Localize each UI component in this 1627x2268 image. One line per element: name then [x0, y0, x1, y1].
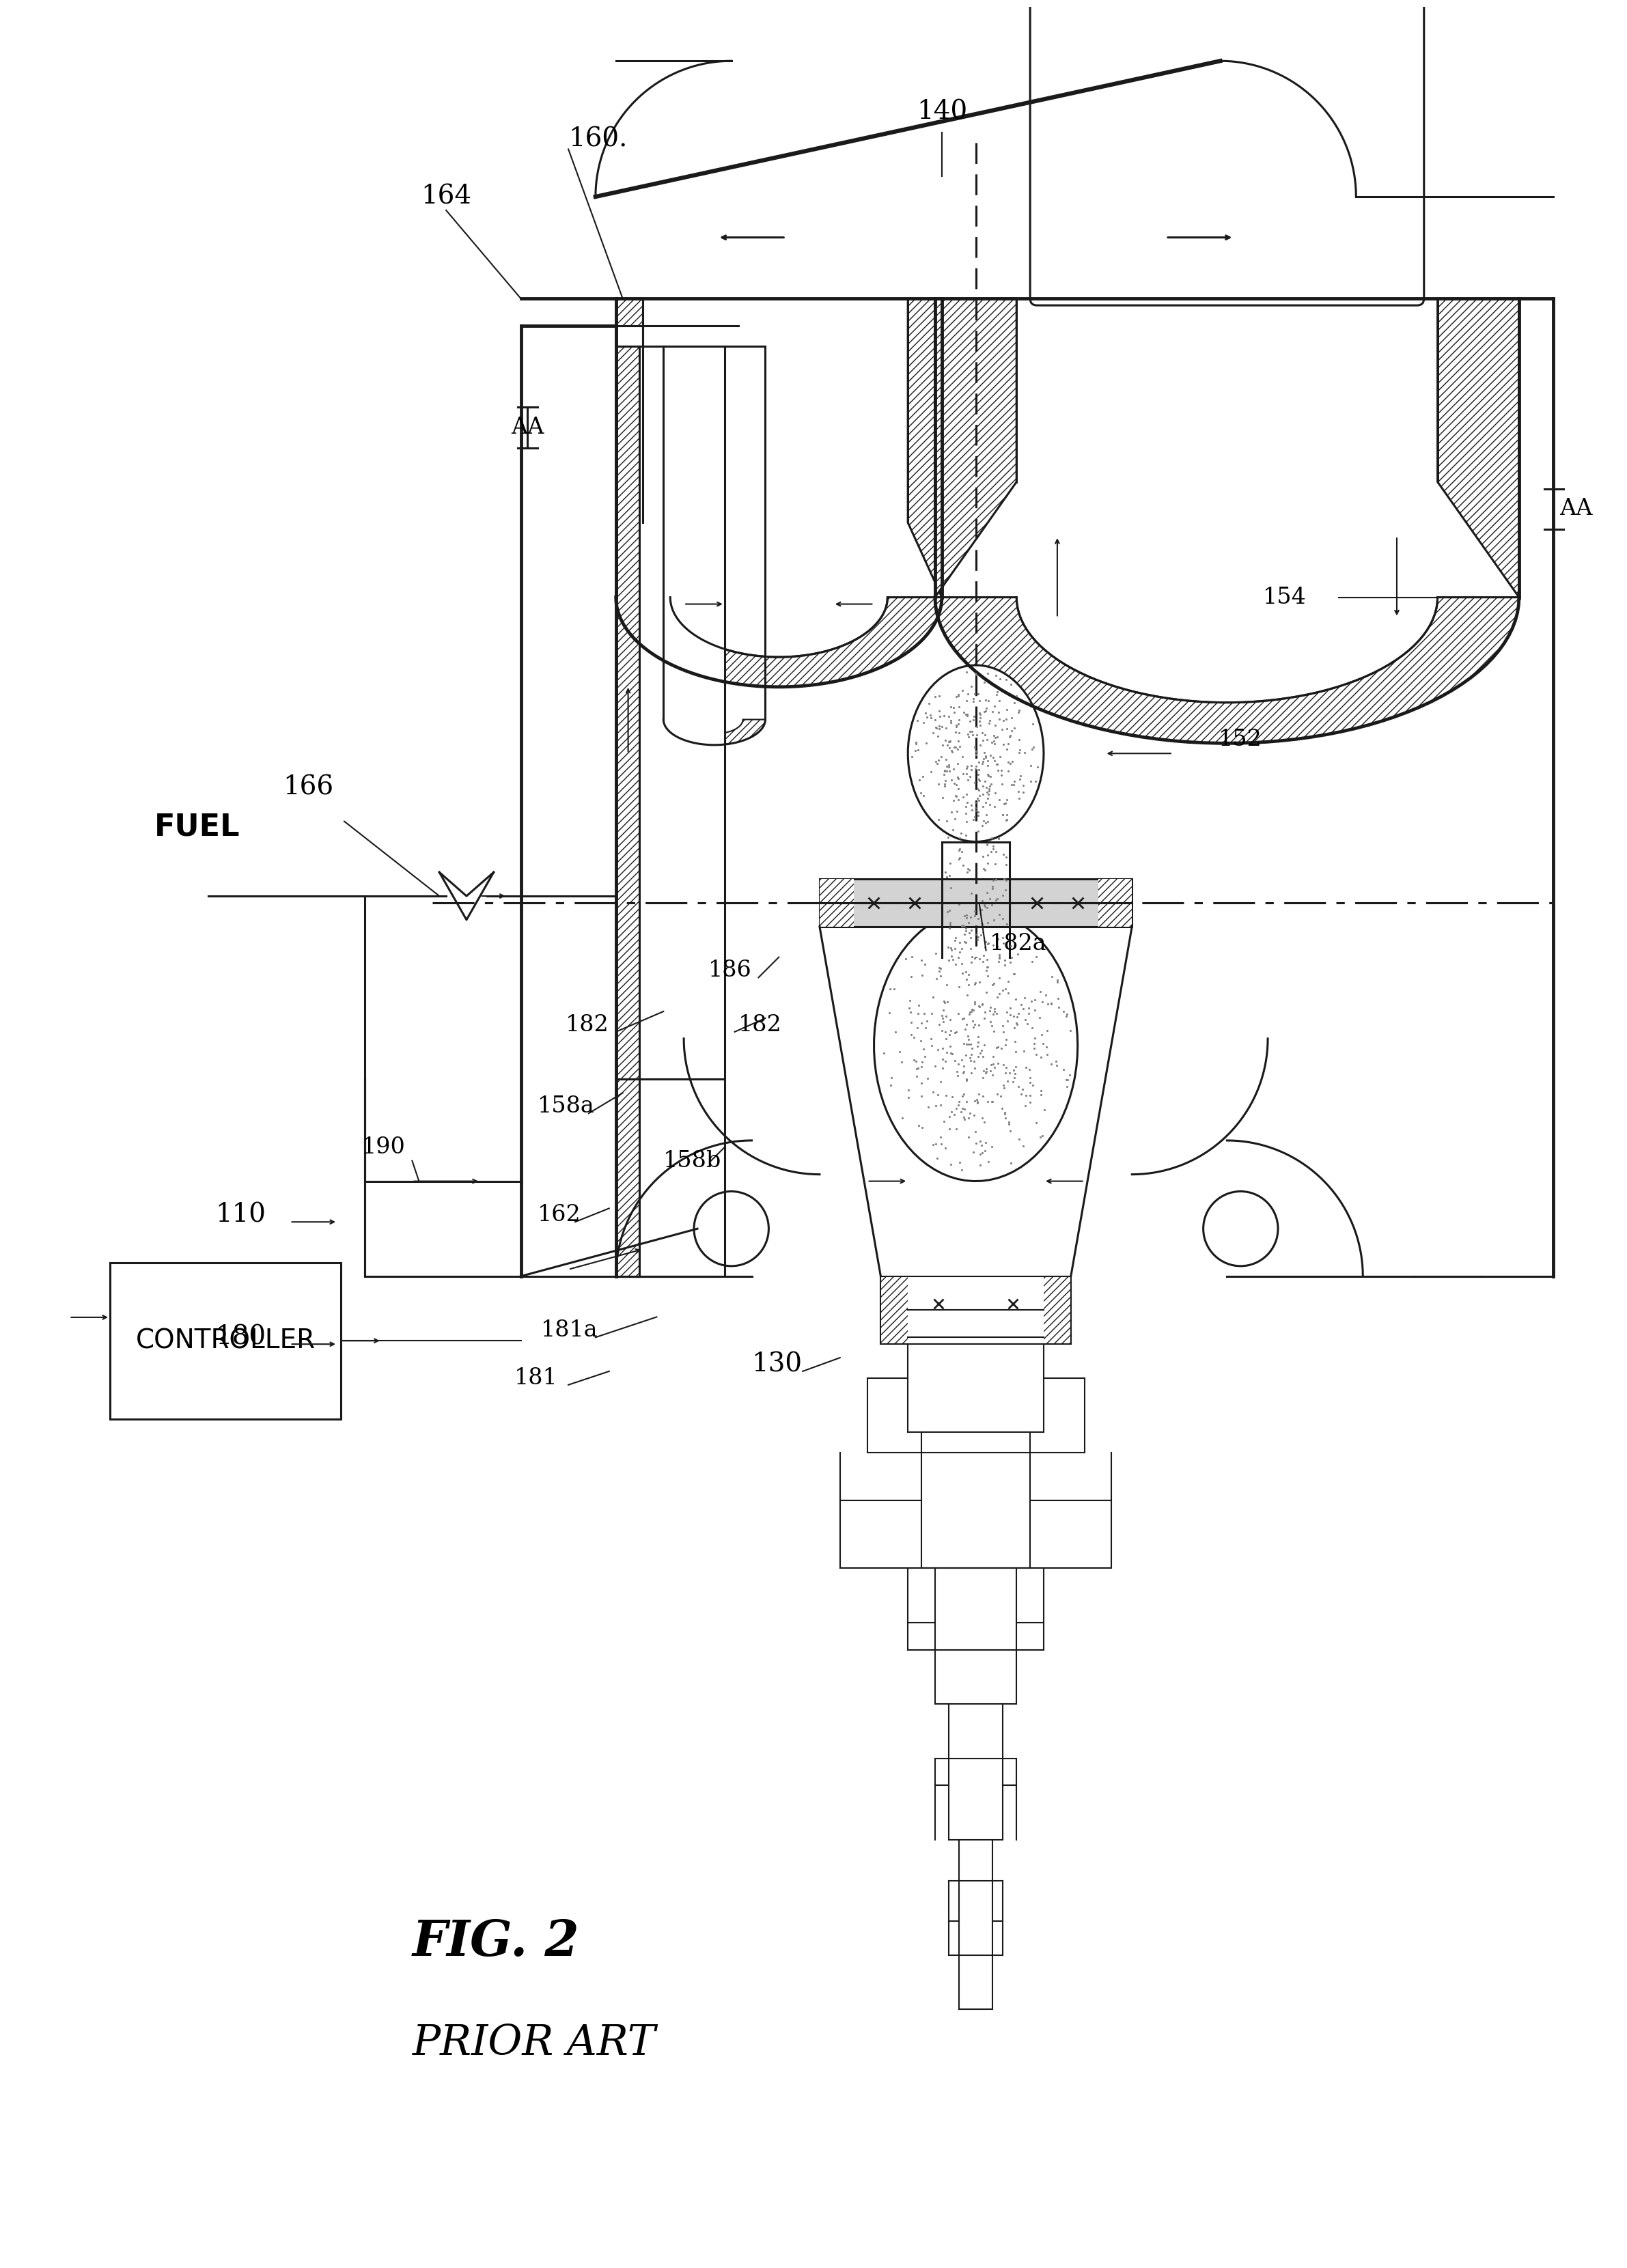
Polygon shape — [617, 596, 942, 687]
Text: 154: 154 — [1263, 587, 1306, 608]
Polygon shape — [908, 665, 1043, 841]
FancyBboxPatch shape — [1030, 0, 1424, 306]
Bar — [617, 327, 643, 1277]
Polygon shape — [908, 299, 942, 596]
Polygon shape — [874, 909, 1077, 1182]
Text: 166: 166 — [283, 776, 334, 801]
Text: 186: 186 — [708, 959, 752, 982]
Text: AA: AA — [511, 417, 543, 438]
Text: 152: 152 — [1219, 728, 1263, 751]
Text: 164: 164 — [421, 184, 472, 209]
Text: 182a: 182a — [989, 932, 1046, 955]
Bar — [111, 1263, 342, 1420]
Text: CONTROLLER: CONTROLLER — [135, 1327, 316, 1354]
Text: 181: 181 — [514, 1368, 558, 1388]
Text: 110: 110 — [215, 1202, 265, 1227]
Bar — [820, 880, 854, 928]
Text: 160.: 160. — [568, 127, 628, 152]
Text: FIG. 2: FIG. 2 — [412, 1916, 579, 1966]
Bar — [880, 1277, 908, 1345]
Text: FUEL: FUEL — [155, 812, 239, 841]
Text: 180: 180 — [215, 1325, 265, 1349]
Text: 140: 140 — [916, 100, 966, 125]
Polygon shape — [1438, 299, 1520, 596]
Polygon shape — [617, 299, 643, 596]
Text: 158a: 158a — [539, 1095, 595, 1118]
Polygon shape — [936, 596, 1520, 744]
Text: 162: 162 — [539, 1204, 581, 1227]
Polygon shape — [664, 719, 765, 744]
Text: 190: 190 — [361, 1136, 405, 1159]
Bar — [820, 880, 1132, 928]
Bar — [1098, 880, 1132, 928]
Text: 182: 182 — [566, 1014, 608, 1036]
Bar — [617, 347, 639, 1277]
Text: 181a: 181a — [542, 1320, 599, 1340]
Polygon shape — [936, 299, 1017, 596]
Text: 182: 182 — [739, 1014, 781, 1036]
Bar — [617, 347, 724, 1277]
Text: PRIOR ART: PRIOR ART — [412, 2023, 656, 2064]
Text: 130: 130 — [752, 1352, 802, 1377]
Bar — [1043, 1277, 1071, 1345]
Text: AA: AA — [1560, 499, 1593, 519]
Text: 158b: 158b — [664, 1150, 722, 1173]
